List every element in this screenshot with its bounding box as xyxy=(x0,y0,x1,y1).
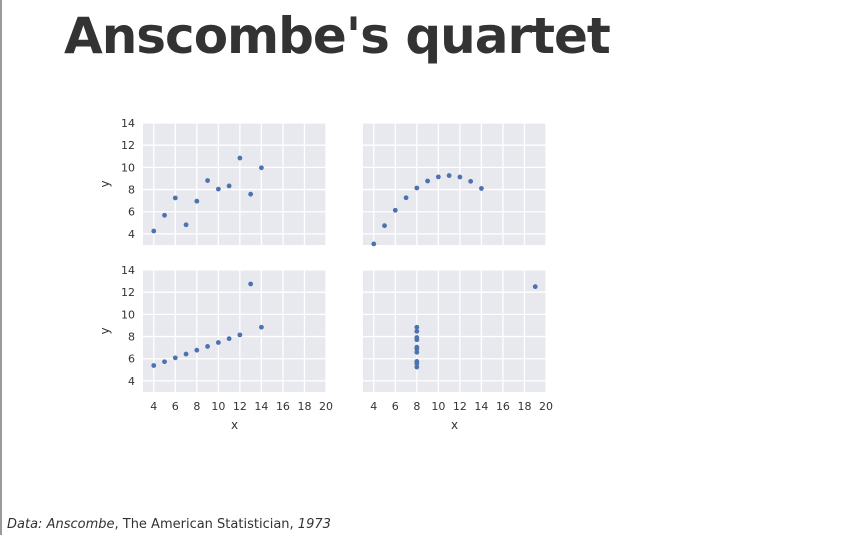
panel-1-data-point xyxy=(172,195,178,201)
panel-1-data-point xyxy=(194,198,200,204)
panel-4-data-point xyxy=(414,328,420,334)
caption-prefix: Data: xyxy=(7,517,43,532)
x-tick-label: 18 xyxy=(517,400,531,413)
panel-1-data-point xyxy=(226,183,232,189)
panel-3-data-point xyxy=(237,332,243,338)
panel-3-data-point xyxy=(259,324,264,330)
panel-1-data-point xyxy=(205,178,210,183)
x-tick-label: 18 xyxy=(297,400,311,413)
data-source-caption: Data: Anscombe, The American Statisticia… xyxy=(7,517,331,532)
x-tick-label: 14 xyxy=(474,400,488,413)
panel-2-background xyxy=(363,123,546,245)
panel-3-background xyxy=(143,270,326,392)
y-tick-label: 12 xyxy=(121,139,135,152)
y-tick-label: 10 xyxy=(121,161,135,174)
y-tick-label: 4 xyxy=(128,228,135,241)
panel-4-data-point xyxy=(414,364,420,370)
page-title: Anscombe's quartet xyxy=(64,7,611,65)
panel-3-data-point xyxy=(194,347,200,353)
x-tick-label: 10 xyxy=(211,400,225,413)
x-tick-label: 6 xyxy=(172,400,179,413)
x-tick-label: 16 xyxy=(496,400,510,413)
panel-3-data-point xyxy=(162,359,167,365)
panel-3-data-point xyxy=(151,363,157,368)
panel-4-data-point xyxy=(414,324,420,330)
x-tick-label: 14 xyxy=(254,400,268,413)
x-tick-label: 16 xyxy=(276,400,290,413)
x-tick-label: 12 xyxy=(453,400,467,413)
x-tick-label: 8 xyxy=(413,400,420,413)
x-tick-label: 8 xyxy=(193,400,200,413)
panel-3-data-point xyxy=(172,355,178,361)
panel-3-data-point xyxy=(226,336,232,342)
x-tick-label: 10 xyxy=(431,400,445,413)
x-tick-label: 4 xyxy=(370,400,377,413)
x-tick-label: 20 xyxy=(319,400,333,413)
panel-2-data-point xyxy=(425,178,430,184)
panel-2-data-point xyxy=(371,241,377,247)
caption-author: Anscombe xyxy=(46,517,115,532)
panel-4-data-point xyxy=(532,284,538,290)
left-border xyxy=(0,0,2,535)
panel-3-data-point xyxy=(215,340,221,345)
y-tick-label: 10 xyxy=(121,308,135,321)
panel-4-background xyxy=(363,270,546,392)
panel-3-data-point xyxy=(205,344,210,349)
panel-2-data-point xyxy=(403,195,409,201)
panel-2-data-point xyxy=(382,223,387,229)
panel-2-data-point xyxy=(468,178,474,184)
x-tick-label: 4 xyxy=(150,400,157,413)
y-axis-label: y xyxy=(98,327,112,334)
panel-1-data-point xyxy=(183,222,189,228)
x-axis-label: x xyxy=(231,418,238,432)
caption-year: 1973 xyxy=(297,517,331,532)
y-tick-label: 8 xyxy=(128,331,135,344)
panel-1-data-point xyxy=(237,155,243,161)
panel-1-data-point xyxy=(151,228,157,234)
panel-2-data-point xyxy=(479,186,484,191)
y-tick-label: 4 xyxy=(128,375,135,388)
panel-1-background xyxy=(143,123,326,245)
y-tick-label: 14 xyxy=(121,264,135,277)
panel-2-data-point xyxy=(446,173,452,178)
panel-3-data-point xyxy=(183,351,189,357)
y-tick-label: 12 xyxy=(121,286,135,299)
y-tick-label: 14 xyxy=(121,117,135,130)
panel-4-data-point xyxy=(414,349,420,355)
panel-4-data-point xyxy=(414,346,420,352)
panel-1-data-point xyxy=(215,186,221,192)
panel-1-data-point xyxy=(259,165,264,171)
panel-3-data-point xyxy=(248,281,254,287)
panel-2-data-point xyxy=(457,174,463,180)
y-axis-label: y xyxy=(98,180,112,187)
x-tick-label: 6 xyxy=(392,400,399,413)
panel-1-data-point xyxy=(162,212,167,218)
y-tick-label: 8 xyxy=(128,184,135,197)
x-tick-label: 12 xyxy=(233,400,247,413)
caption-journal: The American Statistician xyxy=(122,517,290,532)
panel-4-data-point xyxy=(414,361,420,367)
x-axis-label: x xyxy=(451,418,458,432)
y-tick-label: 6 xyxy=(128,206,135,219)
panel-1-data-point xyxy=(248,191,254,197)
panel-2-data-point xyxy=(392,207,398,213)
x-tick-label: 20 xyxy=(539,400,553,413)
panel-2-data-point xyxy=(435,174,441,180)
panel-4-data-point xyxy=(414,335,420,340)
y-tick-label: 6 xyxy=(128,353,135,366)
panel-2-data-point xyxy=(414,185,420,191)
